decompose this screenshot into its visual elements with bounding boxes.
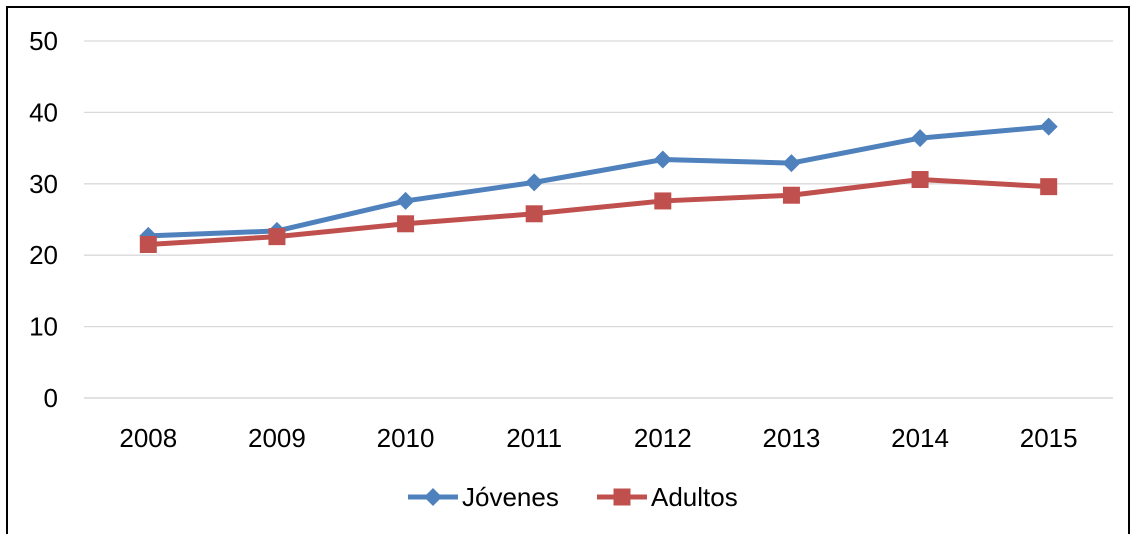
- series-line: [148, 177, 1049, 247]
- data-point: [268, 228, 286, 246]
- y-tick-label: 0: [44, 383, 58, 413]
- x-tick-label: 2010: [377, 423, 435, 453]
- y-tick-label: 30: [29, 169, 58, 199]
- legend-label: Adultos: [651, 482, 738, 512]
- x-tick-label: 2011: [506, 423, 562, 453]
- x-axis-tick-labels: 2008 2009 2010 2011 2012 2013 2014 2015: [119, 423, 1077, 453]
- series-line: [148, 124, 1049, 239]
- series-1: [139, 171, 1058, 253]
- data-point: [1039, 117, 1058, 136]
- data-point: [782, 154, 801, 173]
- x-tick-label: 2013: [763, 423, 821, 453]
- series-group: [139, 117, 1058, 253]
- y-tick-label: 20: [29, 240, 58, 270]
- data-point: [911, 129, 930, 148]
- y-tick-label: 50: [29, 26, 58, 56]
- chart-frame: [6, 6, 1130, 534]
- x-tick-label: 2015: [1020, 423, 1078, 453]
- legend-marker: [613, 488, 631, 506]
- gridlines: [84, 40, 1113, 328]
- legend-label: Jóvenes: [462, 482, 559, 512]
- data-point: [1040, 178, 1058, 196]
- data-point: [525, 173, 544, 192]
- data-point: [525, 205, 543, 223]
- data-point: [782, 186, 800, 204]
- legend-item: Jóvenes: [408, 482, 559, 512]
- legend-item: Adultos: [597, 482, 738, 512]
- x-tick-label: 2012: [634, 423, 692, 453]
- y-axis-tick-labels: 0 10 20 30 40 50: [29, 26, 58, 413]
- data-point: [397, 215, 415, 233]
- legend: Jóvenes Adultos: [408, 482, 738, 512]
- x-tick-label: 2008: [119, 423, 177, 453]
- x-tick-label: 2009: [248, 423, 306, 453]
- y-tick-label: 40: [29, 97, 58, 127]
- data-point: [654, 192, 672, 210]
- x-tick-label: 2014: [891, 423, 949, 453]
- data-point: [653, 150, 672, 169]
- y-tick-label: 10: [29, 312, 58, 342]
- data-point: [911, 171, 929, 189]
- data-point: [139, 235, 157, 253]
- data-point: [396, 191, 415, 210]
- legend-marker: [424, 488, 442, 506]
